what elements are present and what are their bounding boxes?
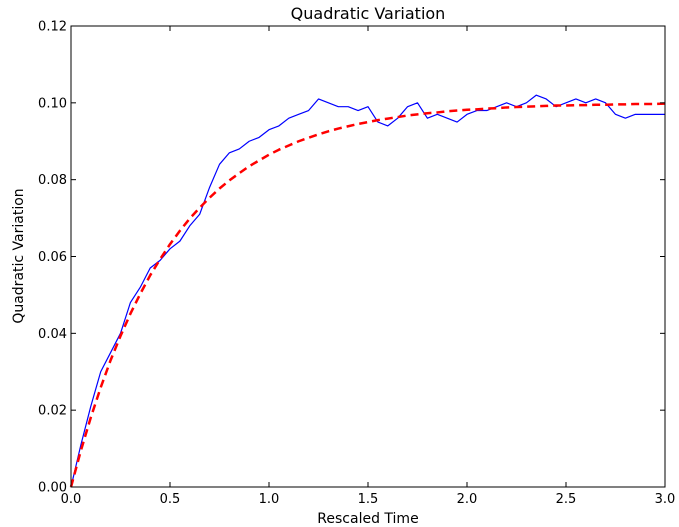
- y-tick-label: 0.08: [38, 173, 67, 188]
- x-axis-label: Rescaled Time: [317, 511, 418, 527]
- x-tick-label: 2.5: [556, 492, 577, 507]
- series-lines: [69, 94, 666, 488]
- y-axis-label: Quadratic Variation: [11, 188, 27, 323]
- x-tick-label: 3.0: [655, 492, 676, 507]
- chart-title: Quadratic Variation: [291, 4, 446, 23]
- y-axis-ticks: 0.00 0.02 0.04 0.06 0.08 0.10 0.12: [38, 20, 665, 496]
- y-tick-label: 0.04: [38, 327, 67, 342]
- x-axis-ticks: 0.0 0.5 1.0 1.5 2.0 2.5 3.0: [61, 26, 676, 507]
- y-tick-label: 0.06: [38, 250, 67, 265]
- series-line-2: [69, 102, 666, 488]
- y-tick-label: 0.02: [38, 404, 67, 419]
- y-tick-label: 0.12: [38, 20, 67, 35]
- series-line-1: [70, 94, 665, 488]
- y-tick-label: 0.10: [38, 96, 67, 111]
- x-tick-label: 1.0: [259, 492, 280, 507]
- x-tick-label: 0.0: [61, 492, 82, 507]
- y-tick-label: 0.00: [38, 481, 67, 496]
- x-tick-label: 0.5: [160, 492, 181, 507]
- x-tick-label: 2.0: [457, 492, 478, 507]
- x-tick-label: 1.5: [358, 492, 379, 507]
